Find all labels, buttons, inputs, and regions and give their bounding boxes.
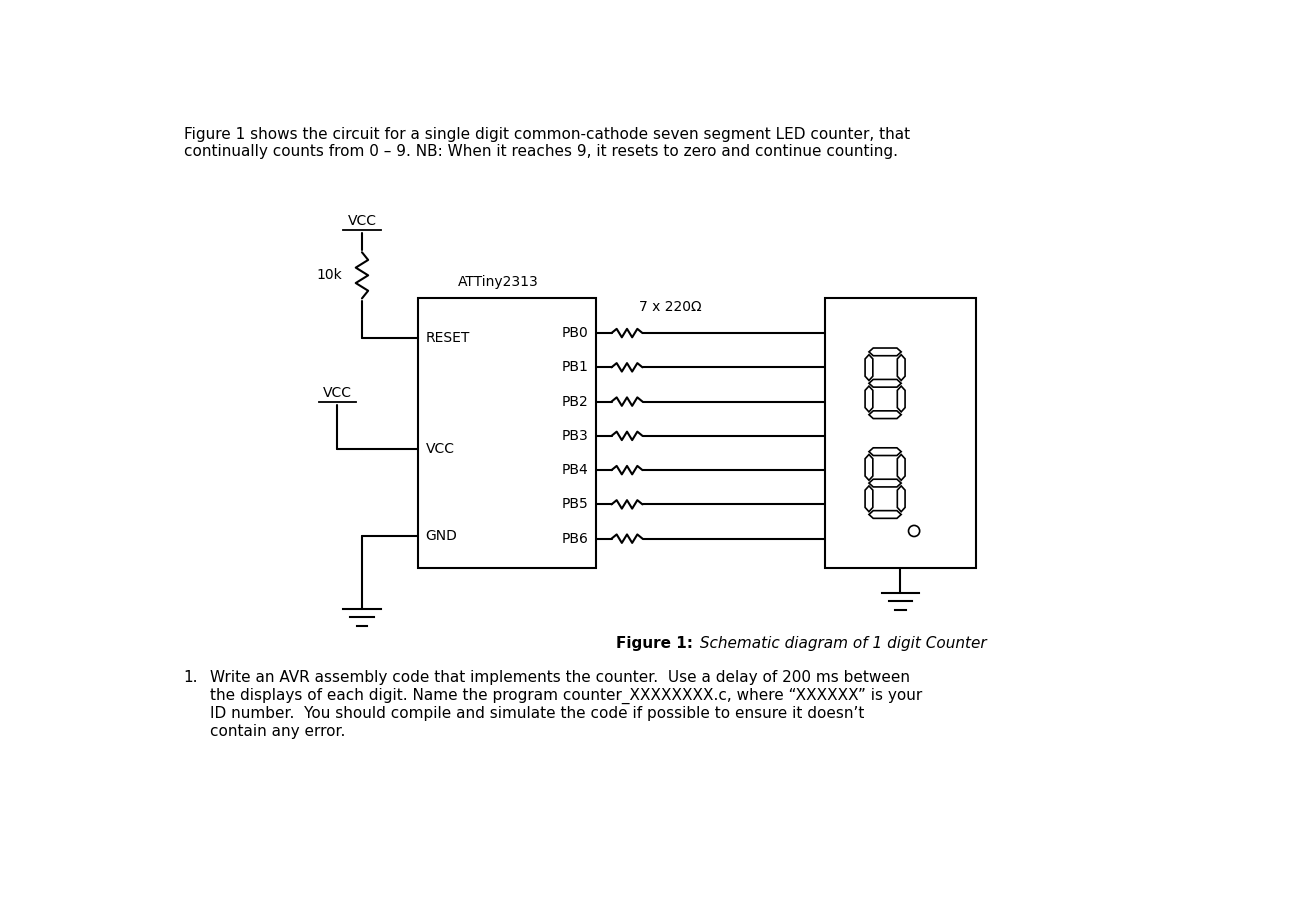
Text: GND: GND <box>425 529 457 543</box>
Text: VCC: VCC <box>425 442 455 456</box>
Text: RESET: RESET <box>425 331 470 345</box>
Text: PB2: PB2 <box>561 394 588 409</box>
Text: PB4: PB4 <box>561 463 588 477</box>
Text: PB5: PB5 <box>561 497 588 511</box>
Text: PB1: PB1 <box>561 360 588 374</box>
Text: VCC: VCC <box>323 386 351 400</box>
Bar <box>417 299 596 568</box>
Text: Write an AVR assembly code that implements the counter.  Use a delay of 200 ms b: Write an AVR assembly code that implemen… <box>210 670 923 739</box>
Text: Figure 1:: Figure 1: <box>616 636 693 650</box>
Text: Schematic diagram of 1 digit Counter: Schematic diagram of 1 digit Counter <box>695 636 986 650</box>
Text: PB0: PB0 <box>561 327 588 340</box>
Text: PB6: PB6 <box>561 531 588 546</box>
Text: 10k: 10k <box>316 268 342 282</box>
Bar <box>824 299 976 568</box>
Text: 7 x 220Ω: 7 x 220Ω <box>639 299 701 314</box>
Text: ATTiny2313: ATTiny2313 <box>457 275 538 290</box>
Text: VCC: VCC <box>347 215 376 228</box>
Text: Figure 1 shows the circuit for a single digit common-cathode seven segment LED c: Figure 1 shows the circuit for a single … <box>184 126 910 159</box>
Text: PB3: PB3 <box>561 428 588 443</box>
Text: 1.: 1. <box>184 670 198 686</box>
